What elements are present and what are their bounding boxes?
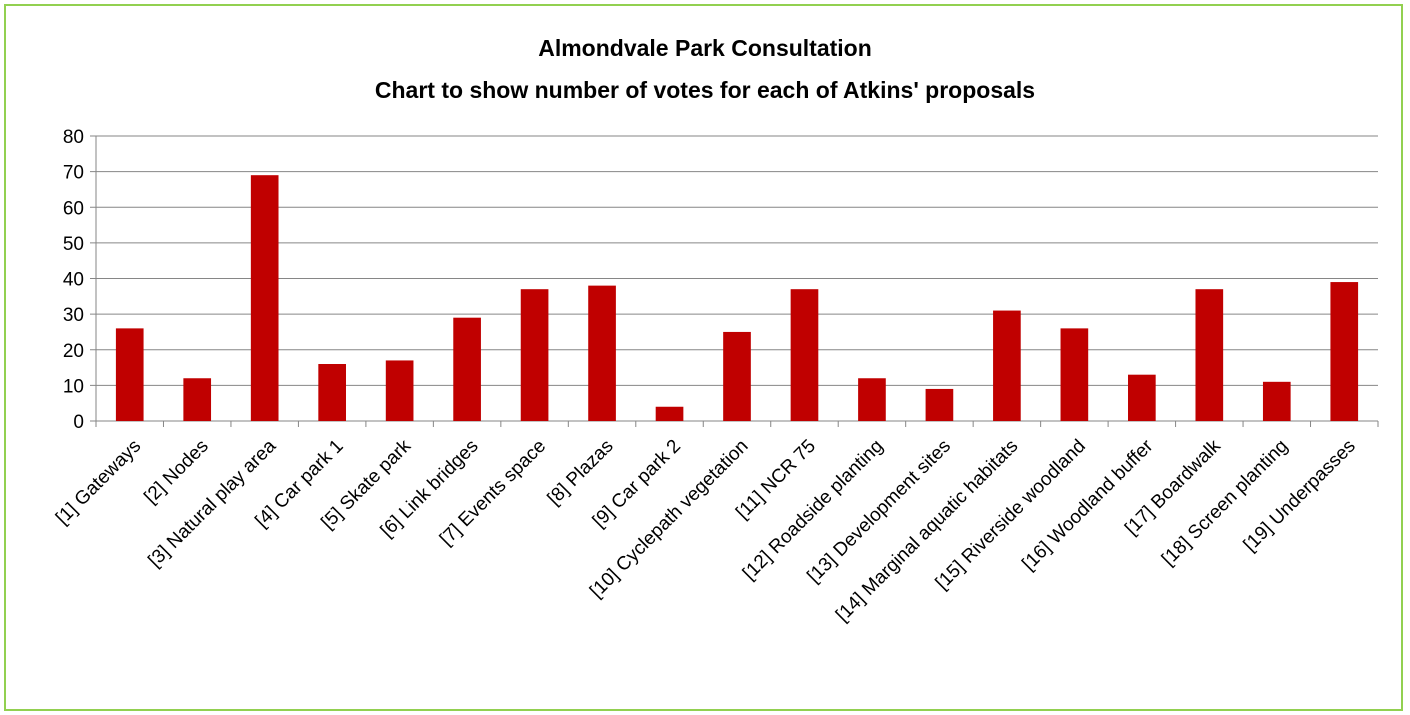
bar: [1195, 289, 1224, 421]
bar: [1330, 282, 1359, 421]
y-tick-label: 80: [63, 127, 84, 148]
x-tick-labels: [1] Gateways[2] Nodes[3] Natural play ar…: [52, 435, 1360, 626]
bar: [385, 360, 414, 421]
bar: [1262, 381, 1291, 421]
bar: [993, 310, 1021, 421]
x-tick-label: [16] Woodland buffer: [1018, 435, 1158, 575]
y-tick-label: 40: [63, 270, 84, 291]
bar: [250, 175, 279, 421]
bar: [723, 331, 751, 421]
x-tick-label: [2] Nodes: [140, 436, 212, 508]
bar: [858, 378, 886, 421]
bar: [453, 317, 481, 421]
chart-title: Almondvale Park Consultation: [538, 35, 872, 61]
bar: [183, 378, 212, 421]
y-tick-labels: 0 10 20 30 40 50 60 70 80: [63, 127, 84, 433]
y-tick-label: 30: [63, 305, 84, 326]
gridlines: [96, 135, 1378, 386]
chart-subtitle: Chart to show number of votes for each o…: [374, 77, 1036, 103]
x-tick-label: [18] Screen planting: [1158, 436, 1292, 570]
bar: [655, 406, 684, 421]
y-tick-label: 60: [63, 198, 84, 219]
bar: [115, 328, 144, 421]
y-tick-label: 0: [73, 412, 84, 433]
bar: [318, 364, 346, 421]
bars: [115, 175, 1359, 421]
bar: [520, 289, 549, 421]
x-tick-label: [19] Underpasses: [1240, 436, 1360, 556]
chart-frame: [4, 4, 1403, 711]
y-tick-label: 70: [63, 163, 84, 184]
x-tick-label: [3] Natural play area: [144, 435, 280, 571]
bar: [925, 388, 954, 421]
y-tick-label: 10: [63, 376, 84, 397]
bar: [588, 285, 616, 421]
bar: [1128, 374, 1156, 421]
bar: [790, 289, 819, 421]
y-tick-label: 20: [63, 341, 84, 362]
bar: [1060, 328, 1089, 421]
x-tick-label: [1] Gateways: [52, 436, 145, 529]
y-tick-label: 50: [63, 234, 84, 255]
